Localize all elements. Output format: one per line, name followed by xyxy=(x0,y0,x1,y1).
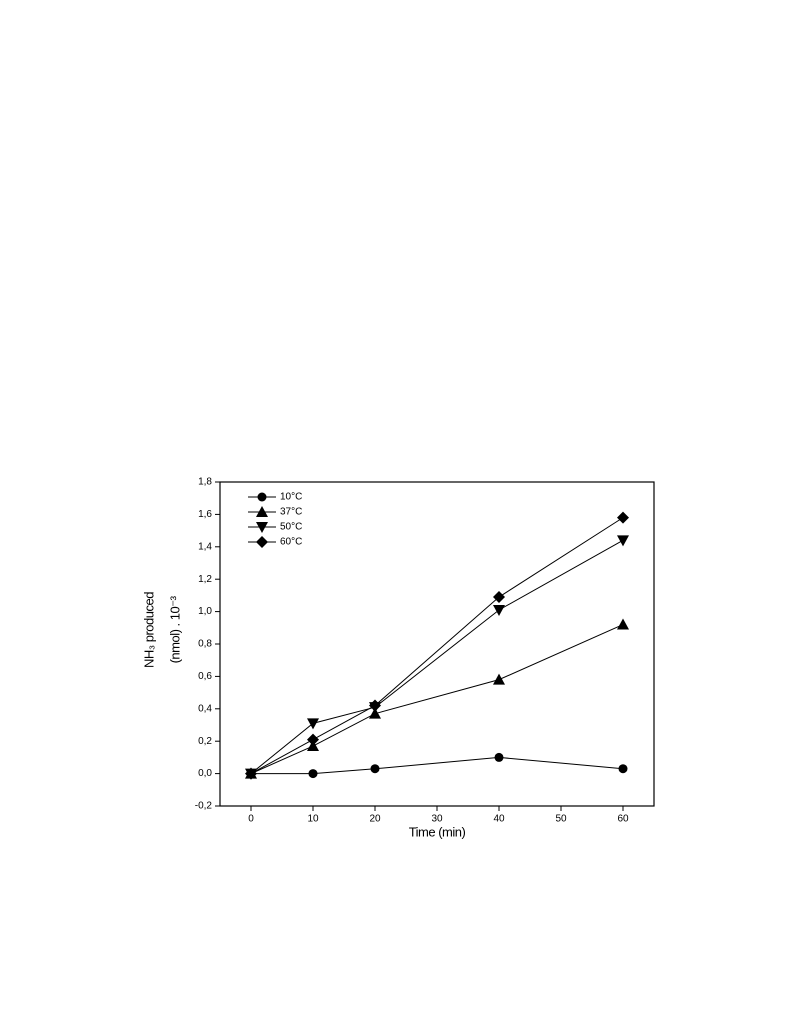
legend-label: 60°C xyxy=(280,537,302,548)
y-tick-label: 1,4 xyxy=(198,541,212,552)
x-tick-label: 20 xyxy=(369,814,381,825)
y-tick-label: -0,2 xyxy=(195,801,213,812)
marker xyxy=(617,535,629,547)
marker xyxy=(370,764,380,774)
legend-marker xyxy=(256,522,268,533)
legend-label: 50°C xyxy=(280,522,302,533)
marker xyxy=(369,699,381,712)
x-tick-label: 50 xyxy=(555,814,567,825)
marker xyxy=(617,618,629,630)
marker xyxy=(494,752,504,762)
legend-marker xyxy=(256,506,268,517)
y-tick-label: 0,8 xyxy=(198,639,212,650)
marker xyxy=(308,769,318,779)
marker xyxy=(493,604,505,616)
x-tick-label: 30 xyxy=(431,814,443,825)
legend-label: 10°C xyxy=(280,492,302,503)
x-tick-label: 0 xyxy=(248,814,254,825)
legend-label: 37°C xyxy=(280,507,302,518)
x-tick-label: 60 xyxy=(617,814,629,825)
y-tick-label: 0,4 xyxy=(198,703,212,714)
marker xyxy=(307,718,319,730)
marker xyxy=(617,511,629,524)
y-tick-label: 1,8 xyxy=(198,477,212,488)
marker xyxy=(245,767,257,780)
marker xyxy=(618,764,628,774)
marker xyxy=(493,591,505,604)
y-tick-label: 1,0 xyxy=(198,606,212,617)
x-axis-label: Time (min) xyxy=(409,824,466,839)
legend-marker xyxy=(257,492,267,502)
y-tick-label: 0,6 xyxy=(198,671,212,682)
x-tick-label: 40 xyxy=(493,814,505,825)
marker xyxy=(307,733,319,746)
y-axis-label: (nmol) . 10⁻³ xyxy=(167,595,182,663)
y-tick-label: 0,0 xyxy=(198,768,212,779)
x-tick-label: 10 xyxy=(307,814,319,825)
y-tick-label: 0,2 xyxy=(198,736,212,747)
marker xyxy=(493,673,505,685)
y-tick-label: 1,6 xyxy=(198,509,212,520)
y-axis-label: NH₃ produced xyxy=(141,592,156,668)
legend-marker xyxy=(256,536,268,548)
y-tick-label: 1,2 xyxy=(198,574,212,585)
